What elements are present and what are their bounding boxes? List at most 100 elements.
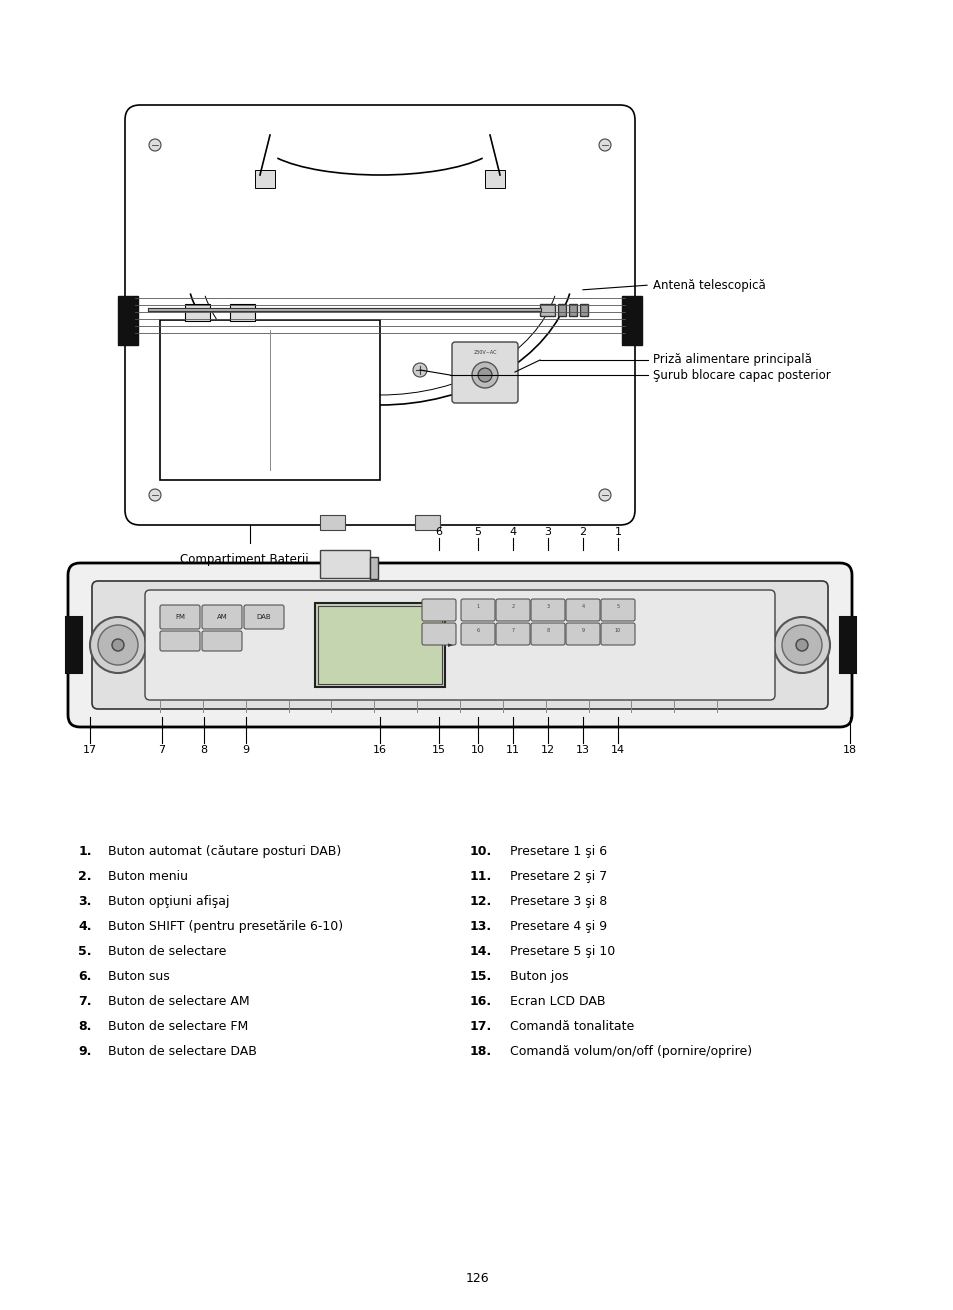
Text: 2.: 2. [78,870,91,883]
Circle shape [413,363,427,377]
Circle shape [112,639,124,651]
Text: 10.: 10. [469,845,492,858]
Bar [558,304,565,316]
Text: 5.: 5. [78,945,91,958]
FancyBboxPatch shape [460,599,495,621]
Text: 15.: 15. [469,969,492,982]
Text: Buton sus: Buton sus [108,969,170,982]
Bar [484,170,504,189]
Text: 14.: 14. [469,945,492,958]
Text: 126: 126 [465,1272,488,1285]
Text: Presetare 3 şi 8: Presetare 3 şi 8 [510,895,607,908]
Text: 10: 10 [471,745,484,755]
FancyBboxPatch shape [202,605,242,629]
FancyBboxPatch shape [160,605,200,629]
FancyBboxPatch shape [565,624,599,645]
Text: 4.: 4. [78,920,91,933]
Text: 2: 2 [578,527,586,537]
Text: 3.: 3. [78,895,91,908]
Text: Presetare 1 şi 6: Presetare 1 şi 6 [510,845,606,858]
Text: 16: 16 [373,745,387,755]
Text: 1: 1 [476,604,479,609]
Text: 18: 18 [842,745,856,755]
Bar [579,304,587,316]
Bar [370,557,377,579]
Bar [66,617,82,673]
FancyBboxPatch shape [531,624,564,645]
Text: 10: 10 [615,629,620,634]
Text: DAB: DAB [256,614,271,620]
Text: 12: 12 [540,745,555,755]
Circle shape [598,139,610,151]
Circle shape [149,489,161,500]
Text: 1.: 1. [78,845,91,858]
FancyBboxPatch shape [600,624,635,645]
FancyBboxPatch shape [91,582,827,709]
FancyBboxPatch shape [496,599,530,621]
Bar [319,550,370,578]
Text: 1: 1 [614,527,620,537]
Circle shape [773,617,829,673]
Text: Buton SHIFT (pentru presetările 6-10): Buton SHIFT (pentru presetările 6-10) [108,920,343,933]
Circle shape [149,139,161,151]
Bar [317,607,441,684]
Text: Buton de selectare: Buton de selectare [108,945,226,958]
Text: 18.: 18. [470,1045,492,1058]
Text: 3: 3 [544,527,551,537]
Text: 230V~AC: 230V~AC [473,350,497,355]
Bar [621,296,641,345]
FancyBboxPatch shape [452,342,517,403]
Bar [568,304,577,316]
Text: Priză alimentare principală: Priză alimentare principală [652,354,811,367]
Circle shape [90,617,146,673]
Text: 9: 9 [581,629,584,634]
Text: ►: ► [448,642,453,648]
Text: 12.: 12. [469,895,492,908]
FancyBboxPatch shape [145,590,774,700]
Text: Buton meniu: Buton meniu [108,870,188,883]
Text: Buton de selectare FM: Buton de selectare FM [108,1020,248,1034]
FancyBboxPatch shape [421,599,456,621]
Text: 9: 9 [242,745,250,755]
Text: 6: 6 [476,629,479,634]
Bar [254,170,274,189]
Text: 13: 13 [576,745,589,755]
Text: 8: 8 [200,745,208,755]
Circle shape [781,625,821,665]
FancyBboxPatch shape [421,624,456,645]
Text: 4: 4 [509,527,516,537]
Text: 11.: 11. [469,870,492,883]
FancyBboxPatch shape [125,105,635,525]
Bar [230,304,254,321]
Text: 6: 6 [435,527,442,537]
Text: 4: 4 [580,604,584,609]
Text: Presetare 5 şi 10: Presetare 5 şi 10 [510,945,615,958]
Circle shape [477,368,492,383]
Circle shape [98,625,138,665]
Bar [314,603,444,686]
Text: Buton automat (căutare posturi DAB): Buton automat (căutare posturi DAB) [108,845,341,858]
Bar [118,296,138,345]
Text: Buton opţiuni afişaj: Buton opţiuni afişaj [108,895,230,908]
Text: 5: 5 [474,527,481,537]
FancyBboxPatch shape [531,599,564,621]
Text: Buton de selectare DAB: Buton de selectare DAB [108,1045,256,1058]
FancyBboxPatch shape [202,631,242,651]
Text: 9.: 9. [78,1045,91,1058]
Bar [840,617,855,673]
FancyBboxPatch shape [600,599,635,621]
FancyBboxPatch shape [160,631,200,651]
Text: Presetare 2 şi 7: Presetare 2 şi 7 [510,870,607,883]
Text: Buton de selectare AM: Buton de selectare AM [108,996,250,1007]
Bar [319,515,345,531]
Text: 13.: 13. [470,920,492,933]
Text: Presetare 4 şi 9: Presetare 4 şi 9 [510,920,606,933]
Text: Buton jos: Buton jos [510,969,568,982]
Bar [539,304,555,316]
Bar [185,304,210,321]
Text: FM: FM [174,614,185,620]
Circle shape [472,362,497,388]
Text: 3: 3 [546,604,549,609]
Text: 14: 14 [610,745,624,755]
Text: 6.: 6. [78,969,91,982]
